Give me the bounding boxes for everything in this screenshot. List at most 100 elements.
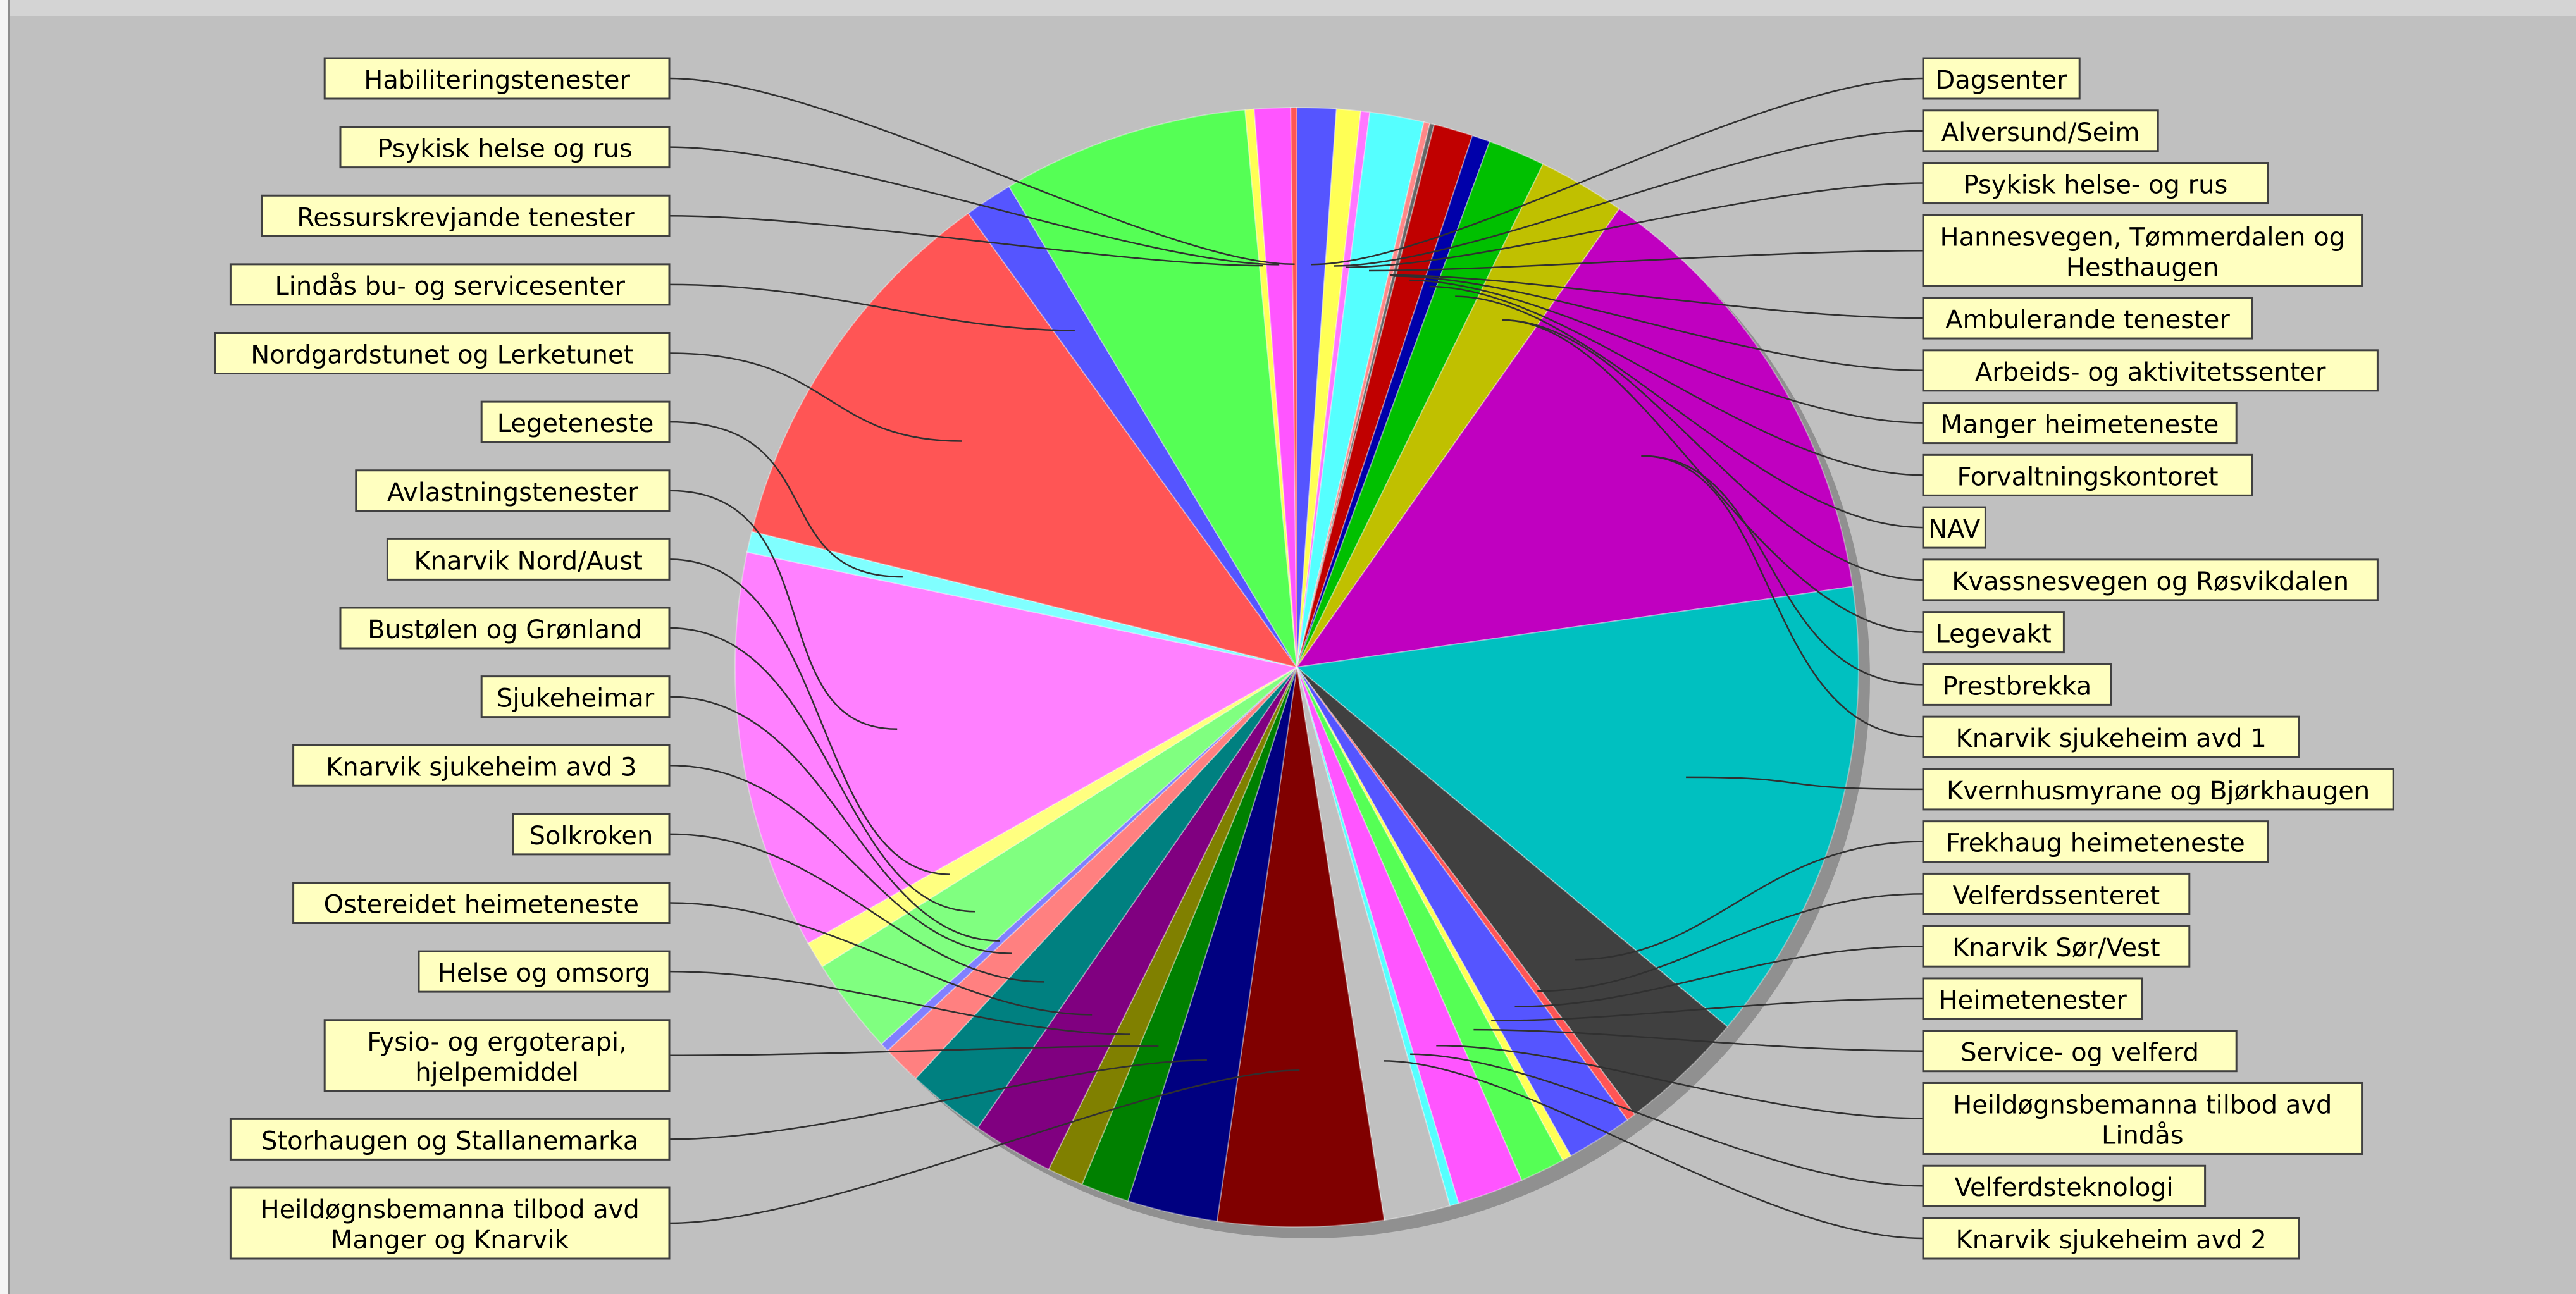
label-line: Service- og velferd	[1960, 1038, 2199, 1068]
pie-slice-ambulerande-tenester[interactable]	[1296, 121, 1431, 668]
label-box	[1922, 1081, 2363, 1155]
pie-slice-heimetenester[interactable]	[1296, 667, 1523, 1204]
leader-solkroken	[669, 833, 1044, 983]
label-line: Hannesvegen, Tømmerdalen og	[1940, 223, 2346, 252]
leader-psykisk-helse-og-rus	[669, 146, 1280, 266]
label-line: Heildøgnsbemanna tilbod avd	[261, 1195, 640, 1224]
pie-slice-legevakt[interactable]	[1295, 207, 1854, 669]
label-text: Service- og velferd	[1960, 1038, 2199, 1068]
label-nav: NAV	[1922, 506, 1986, 549]
leader-avlastningstenester	[669, 490, 898, 730]
leader-heildognsbemanna-tilbod-avd-lindas	[1436, 1044, 1924, 1119]
label-text: NAV	[1928, 515, 1981, 544]
label-legevakt: Legevakt	[1922, 611, 2065, 654]
slice-labels: Habiliteringstenester Psykisk helse og ru…	[214, 57, 2394, 1260]
label-fysio-og-ergoterapi-hjelpemiddel: Fysio- og ergoterapi, hjelpemiddel	[323, 1019, 671, 1092]
label-ostereidet-heimeteneste: Ostereidet heimeteneste	[292, 882, 671, 924]
leader-manger-heimeteneste	[1409, 279, 1924, 424]
label-text: Legeteneste	[497, 409, 654, 438]
label-line: Avlastningstenester	[387, 478, 638, 507]
pie-slice-service-og-velferd[interactable]	[1296, 667, 1459, 1207]
label-box	[1922, 663, 2112, 706]
pie-slice-fysio-og-ergoterapi-hjelpemiddel[interactable]	[976, 667, 1297, 1171]
label-text: Heildøgnsbemanna tilbod avd Manger og Kna…	[261, 1195, 640, 1255]
label-alversund-seim: Alversund/Seim	[1922, 109, 2159, 152]
label-text: Knarvik sjukeheim avd 3	[326, 753, 636, 782]
pie-slice-helse-og-omsorg[interactable]	[915, 667, 1297, 1129]
leader-storhaugen-og-stallanemarka	[669, 1059, 1207, 1140]
label-helse-og-omsorg: Helse og omsorg	[418, 950, 671, 993]
label-box	[1922, 214, 2363, 287]
label-bustolen-og-gronland: Bustølen og Grønland	[339, 607, 671, 650]
pie-slice-velferdsteknologi[interactable]	[1216, 667, 1385, 1228]
label-box	[1922, 977, 2143, 1020]
pie-slice-storhaugen-og-stallanemarka[interactable]	[1048, 667, 1297, 1185]
pie-slice-lindas-bu-og-servicesenter[interactable]	[1008, 109, 1297, 668]
label-box	[229, 1118, 671, 1161]
pie-slice-psykisk-helse-og-rus[interactable]	[1253, 107, 1297, 668]
pie-slice-nav[interactable]	[1296, 140, 1544, 668]
label-box	[1922, 925, 2191, 968]
label-line: Fysio- og ergoterapi,	[367, 1028, 627, 1057]
pie-slice-habiliteringstenester[interactable]	[1290, 106, 1297, 668]
leader-knarvik-sjukeheim-avd-1	[1641, 455, 1924, 738]
pie-slice-forvaltningskontoret[interactable]	[1296, 135, 1491, 668]
label-line: Ostereidet heimeteneste	[324, 890, 639, 920]
label-box	[229, 263, 671, 306]
pie-slice-dagsenter[interactable]	[1296, 106, 1337, 668]
label-service-og-velferd: Service- og velferd	[1922, 1030, 2238, 1073]
label-line: Velferdssenteret	[1953, 881, 2160, 910]
label-line: Psykisk helse- og rus	[1963, 171, 2227, 200]
label-text: Legevakt	[1936, 620, 2052, 649]
pie-slice-knarvik-nord-aust[interactable]	[746, 530, 1297, 668]
label-heildognsbemanna-tilbod-avd-manger-og-knarvik: Heildøgnsbemanna tilbod avd Manger og Kna…	[229, 1186, 671, 1260]
pie-slice-kvassnesvegen-og-rosvikdalen[interactable]	[1296, 163, 1620, 668]
label-text: Arbeids- og aktivitetssenter	[1975, 358, 2326, 387]
label-text: Psykisk helse og rus	[377, 135, 632, 164]
leader-kvassnesvegen-og-rosvikdalen	[1502, 319, 1924, 581]
pie-slice-psykisk-helse-og-rus[interactable]	[1296, 110, 1371, 668]
label-kvernhusmyrane-og-bjorkhaugen: Kvernhusmyrane og Bjørkhaugen	[1922, 768, 2394, 811]
label-text: Bustølen og Grønland	[368, 615, 642, 644]
label-text: Alversund/Seim	[1941, 118, 2140, 147]
label-velferdssenteret: Velferdssenteret	[1922, 872, 2191, 915]
leader-knarvik-nord-aust	[669, 558, 950, 875]
pie-slice-avlastningstenester[interactable]	[751, 212, 1299, 669]
pie-slice-kvernhusmyrane-og-bjorkhaugen[interactable]	[1296, 667, 1636, 1121]
pie-slice-heildognsbemanna-tilbod-avd-lindas[interactable]	[1296, 667, 1451, 1221]
label-text: Solkroken	[529, 822, 653, 851]
label-box	[292, 882, 671, 924]
label-line: Knarvik Nord/Aust	[414, 546, 642, 576]
pie-slice-velferdssenteret[interactable]	[1296, 667, 1572, 1161]
pie-slice-knarvik-sjukeheim-avd-2[interactable]	[1127, 667, 1297, 1223]
pie-slice-prestbrekka[interactable]	[1295, 586, 1859, 1028]
pie-slice-alversund-seim[interactable]	[1296, 108, 1362, 668]
leader-heildognsbemanna-tilbod-avd-manger-og-knarvik	[669, 1069, 1300, 1224]
pie-slice-ostereidet-heimeteneste[interactable]	[886, 667, 1297, 1080]
pie-slice-frekhaug-heimeteneste[interactable]	[1296, 667, 1628, 1157]
label-text: Ostereidet heimeteneste	[324, 890, 639, 920]
label-text: Knarvik Nord/Aust	[414, 546, 642, 576]
label-box	[1922, 162, 2269, 205]
pie-slice-legeteneste[interactable]	[967, 185, 1297, 668]
label-box	[1922, 297, 2253, 340]
pie-slice-knarvik-sjukeheim-avd-3[interactable]	[821, 667, 1297, 1045]
leader-knarvik-sor-vest	[1514, 945, 1924, 1008]
label-box	[1922, 453, 2253, 496]
label-box	[1922, 768, 2394, 811]
pie-slices	[734, 106, 1859, 1228]
pie-slice-ressurskrevjande-tenester[interactable]	[1244, 108, 1297, 668]
label-box	[1922, 349, 2379, 392]
label-line: Manger heimeteneste	[1941, 410, 2219, 440]
leader-dagsenter	[1311, 77, 1924, 266]
label-lindas-bu-og-servicesenter: Lindås bu- og servicesenter	[229, 263, 671, 306]
label-line: Velferdsteknologi	[1955, 1173, 2174, 1202]
label-text: Ressurskrevjande tenester	[297, 203, 635, 232]
pie-slice-knarvik-sor-vest[interactable]	[1296, 667, 1564, 1181]
pie-slice-heildognsbemanna-tilbod-avd-manger-og-knarvik[interactable]	[1081, 667, 1297, 1202]
label-text: Nordgardstunet og Lerketunet	[251, 341, 633, 370]
pie-slice-sjukeheimar[interactable]	[807, 667, 1297, 968]
label-text: Dagsenter	[1935, 66, 2067, 95]
pie-slice-solkroken[interactable]	[880, 667, 1297, 1052]
leader-sjukeheimar	[669, 696, 1000, 942]
